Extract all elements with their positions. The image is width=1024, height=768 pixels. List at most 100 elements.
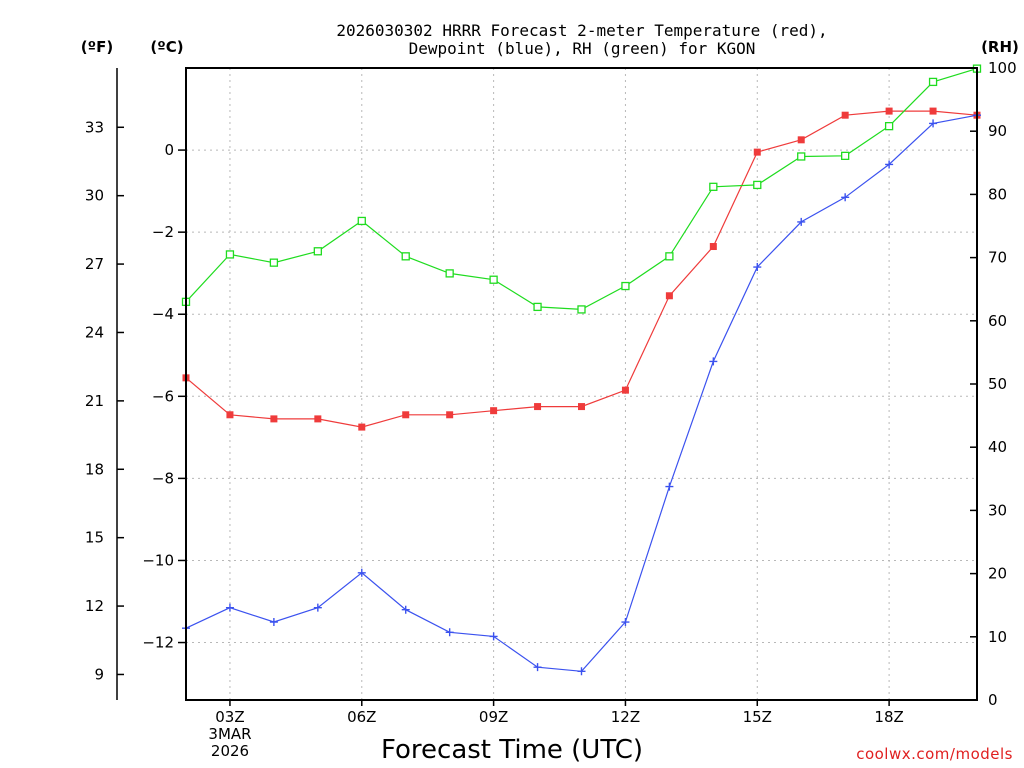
rh-point [577, 305, 586, 314]
credit-link[interactable]: coolwx.com/models [856, 745, 1013, 763]
date-label-year: 2026 [211, 742, 249, 760]
fahrenheit-tick-label: 9 [94, 665, 104, 683]
grid-lines [186, 68, 977, 700]
temperature-point [621, 386, 629, 394]
celsius-tick-label: −4 [152, 305, 174, 323]
rh-point [753, 180, 762, 190]
temperature-point [753, 148, 761, 156]
x-axis-title: Forecast Time (UTC) [381, 735, 643, 765]
dewpoint-point [753, 263, 762, 272]
dewpoint-point [269, 618, 278, 627]
dewpoint-point [709, 357, 718, 366]
dewpoint-point [797, 217, 806, 226]
x-tick-label: 06Z [347, 708, 376, 726]
data-series [181, 64, 982, 676]
rh-point [357, 216, 366, 226]
fahrenheit-tick-label: 21 [85, 392, 104, 410]
chart-title-line-2: Dewpoint (blue), RH (green) for KGON [409, 39, 756, 58]
celsius-tick-label: −12 [142, 634, 174, 652]
date-label-day: 3MAR [208, 725, 251, 743]
fahrenheit-tick-label: 24 [85, 323, 104, 341]
fahrenheit-tick-label: 12 [85, 597, 104, 615]
dewpoint-point [929, 119, 938, 128]
rh-point [445, 269, 454, 278]
rh-tick-label: 70 [988, 249, 1007, 267]
dewpoint-point [445, 628, 454, 637]
fahrenheit-axis: 33 30 27 24 21 18 15 12 9 [85, 118, 124, 683]
rh-point [621, 281, 630, 291]
chart-title-line-1: 2026030302 HRRR Forecast 2-meter Tempera… [336, 21, 827, 40]
fahrenheit-tick-label: 30 [85, 187, 104, 205]
rh-tick-label: 20 [988, 565, 1007, 583]
temperature-line [185, 110, 978, 428]
dewpoint-point [313, 603, 322, 612]
rh-tick-label: 30 [988, 501, 1007, 519]
rh-point [928, 77, 938, 87]
plot-frame [185, 67, 978, 701]
rh-point [709, 182, 718, 191]
x-tick-label: 18Z [874, 708, 903, 726]
celsius-tick-label: −6 [152, 387, 174, 405]
x-tick-label: 12Z [611, 708, 640, 726]
temperature-point [665, 292, 673, 300]
dewpoint-point [489, 632, 498, 641]
fahrenheit-tick-label: 27 [85, 255, 104, 273]
rh-line [185, 68, 978, 311]
temperature-point [929, 107, 937, 115]
temperature-point [358, 423, 366, 431]
rh-tick-label: 50 [988, 375, 1007, 393]
rh-tick-label: 10 [988, 628, 1007, 646]
temperature-point [402, 411, 410, 419]
temperature-point [270, 415, 278, 423]
temperature-point [841, 111, 849, 119]
rh-point [797, 152, 806, 161]
rh-series [181, 64, 982, 314]
fahrenheit-tick-label: 15 [85, 529, 104, 547]
dewpoint-point [401, 605, 410, 614]
chart-title: 2026030302 HRRR Forecast 2-meter Tempera… [336, 21, 827, 58]
celsius-tick-label: −8 [152, 469, 174, 487]
rh-point [269, 258, 279, 267]
temperature-point [314, 415, 322, 423]
dewpoint-point [885, 160, 894, 169]
rh-point [313, 247, 322, 256]
temperature-point [446, 411, 454, 419]
rh-tick-label: 60 [988, 312, 1007, 330]
celsius-axis: 0 −2 −4 −6 −8 −10 −12 [142, 141, 186, 652]
celsius-tick-label: −2 [152, 223, 174, 241]
rh-tick-label: 90 [988, 122, 1007, 140]
temperature-point [709, 243, 717, 251]
rh-point [841, 151, 850, 160]
rh-point [225, 250, 235, 259]
temperature-point [797, 136, 805, 144]
celsius-tick-label: 0 [164, 141, 174, 159]
rh-tick-label: 100 [988, 59, 1017, 77]
temperature-series [182, 107, 981, 431]
x-tick-label: 03Z [215, 708, 244, 726]
rh-point [884, 121, 894, 131]
dewpoint-point [225, 603, 234, 612]
temperature-point [578, 403, 585, 411]
dewpoint-point [577, 667, 586, 676]
rh-point [665, 252, 674, 261]
dewpoint-point [665, 482, 674, 491]
dewpoint-series [182, 111, 981, 676]
x-tick-label: 15Z [743, 708, 772, 726]
rh-unit-label: (RH) [981, 38, 1019, 56]
dewpoint-point [621, 618, 630, 627]
rh-point [489, 275, 498, 284]
dewpoint-point [533, 663, 542, 672]
rh-tick-label: 0 [988, 691, 998, 709]
temperature-point [490, 407, 498, 415]
rh-tick-label: 40 [988, 438, 1007, 456]
time-axis: 03Z 06Z 09Z 12Z 15Z 18Z [215, 700, 904, 726]
dewpoint-line [185, 114, 978, 672]
temperature-point [534, 403, 542, 411]
dewpoint-point [357, 568, 366, 577]
rh-point [401, 252, 410, 261]
fahrenheit-tick-label: 33 [85, 118, 104, 136]
dewpoint-point [841, 193, 850, 202]
temperature-point [885, 107, 893, 115]
